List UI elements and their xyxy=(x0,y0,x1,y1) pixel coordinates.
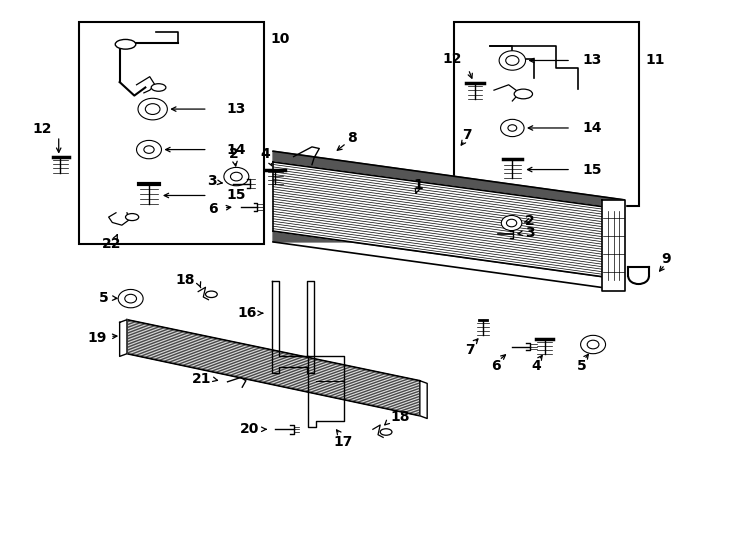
Text: 17: 17 xyxy=(333,435,352,449)
Circle shape xyxy=(137,140,161,159)
Text: 15: 15 xyxy=(226,188,246,202)
Text: 12: 12 xyxy=(443,52,462,66)
Circle shape xyxy=(581,335,606,354)
Circle shape xyxy=(501,215,522,231)
Bar xyxy=(454,22,639,206)
Text: 5: 5 xyxy=(99,291,109,305)
Text: 21: 21 xyxy=(192,372,211,386)
Text: 6: 6 xyxy=(208,202,218,216)
Text: 12: 12 xyxy=(32,122,51,136)
Text: 7: 7 xyxy=(465,343,475,357)
Text: 8: 8 xyxy=(347,131,357,145)
Text: 1: 1 xyxy=(413,178,424,192)
Ellipse shape xyxy=(380,429,392,435)
Polygon shape xyxy=(272,281,314,373)
Text: 6: 6 xyxy=(490,359,501,373)
Bar xyxy=(79,22,264,244)
Polygon shape xyxy=(273,151,624,210)
Text: 3: 3 xyxy=(525,226,534,240)
Text: 18: 18 xyxy=(175,273,195,287)
Text: 13: 13 xyxy=(582,53,601,68)
Circle shape xyxy=(506,219,517,227)
Circle shape xyxy=(230,172,242,181)
Text: 15: 15 xyxy=(582,163,602,177)
Text: 14: 14 xyxy=(582,121,602,135)
Polygon shape xyxy=(602,200,625,291)
Circle shape xyxy=(118,289,143,308)
Circle shape xyxy=(224,167,249,186)
Text: 4: 4 xyxy=(261,147,271,161)
Polygon shape xyxy=(127,320,420,416)
Circle shape xyxy=(508,125,517,131)
Text: 16: 16 xyxy=(238,306,257,320)
Text: 13: 13 xyxy=(226,102,245,116)
Circle shape xyxy=(506,56,519,65)
Circle shape xyxy=(587,340,599,349)
Text: 7: 7 xyxy=(462,128,472,142)
Ellipse shape xyxy=(151,84,166,91)
Ellipse shape xyxy=(126,214,139,221)
Text: 3: 3 xyxy=(207,174,217,188)
Circle shape xyxy=(501,119,524,137)
Circle shape xyxy=(144,146,154,153)
Text: 2: 2 xyxy=(525,214,534,228)
Circle shape xyxy=(125,294,137,303)
Ellipse shape xyxy=(206,291,217,298)
Ellipse shape xyxy=(515,89,533,99)
Text: 19: 19 xyxy=(87,330,106,345)
Polygon shape xyxy=(420,381,427,418)
Text: 14: 14 xyxy=(226,143,246,157)
Ellipse shape xyxy=(115,39,136,49)
Text: 20: 20 xyxy=(240,422,259,436)
Circle shape xyxy=(138,98,167,120)
Circle shape xyxy=(145,104,160,114)
Text: 18: 18 xyxy=(390,410,410,424)
Text: 2: 2 xyxy=(228,147,239,161)
Circle shape xyxy=(499,51,526,70)
Text: 10: 10 xyxy=(271,32,290,46)
Polygon shape xyxy=(308,356,344,427)
Text: 9: 9 xyxy=(661,252,672,266)
Polygon shape xyxy=(273,231,624,280)
Polygon shape xyxy=(120,320,127,356)
Text: 11: 11 xyxy=(645,53,664,68)
Polygon shape xyxy=(273,162,624,280)
Text: 22: 22 xyxy=(102,237,121,251)
Text: 4: 4 xyxy=(531,359,541,373)
Text: 5: 5 xyxy=(577,359,587,373)
